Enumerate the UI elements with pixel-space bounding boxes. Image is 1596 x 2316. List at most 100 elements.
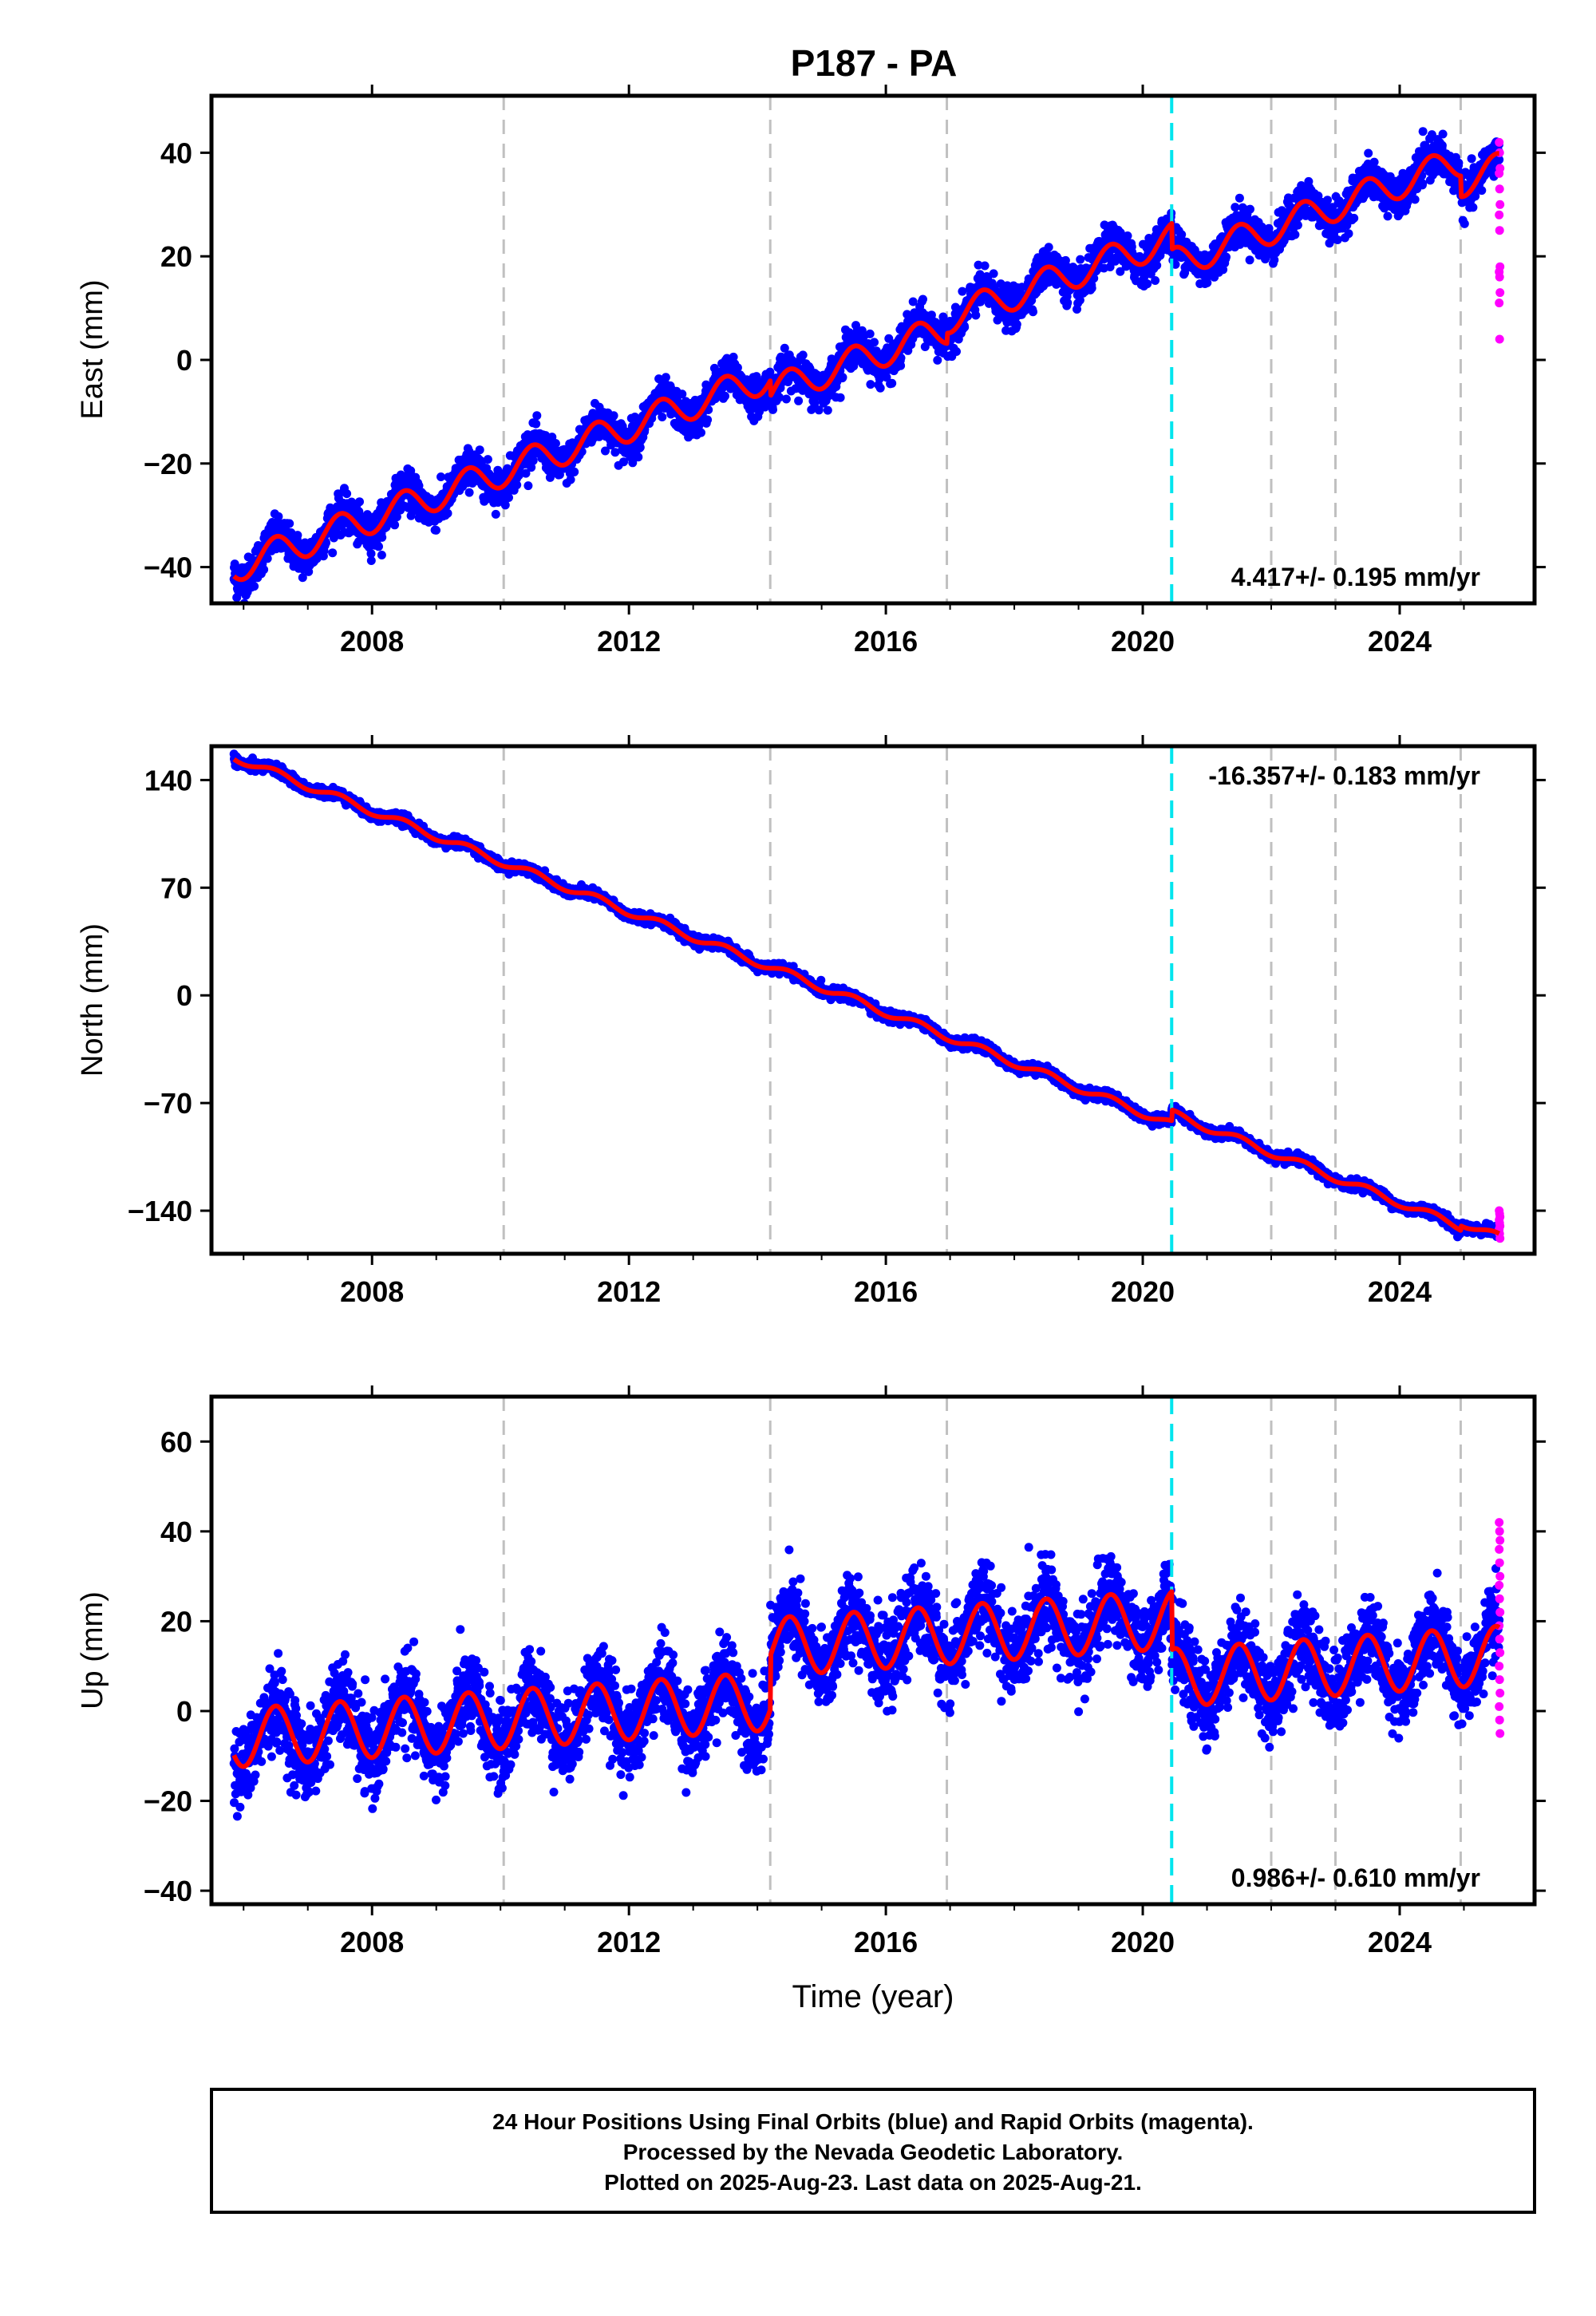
data-point [1460, 219, 1469, 228]
data-point [1012, 319, 1021, 329]
data-point [366, 549, 376, 559]
data-point [918, 294, 927, 304]
data-point [1203, 278, 1212, 287]
rapid-point [1495, 226, 1504, 235]
data-point [566, 475, 575, 484]
data-point [521, 468, 531, 478]
data-point [1123, 231, 1132, 240]
data-point [866, 380, 875, 389]
data-point [1418, 127, 1428, 136]
data-point [1293, 220, 1302, 230]
data-point [1410, 195, 1420, 204]
data-point [1344, 229, 1353, 239]
rapid-point [1495, 334, 1504, 344]
data-point [1364, 148, 1373, 158]
data-point [230, 559, 239, 569]
data-point [1477, 186, 1487, 196]
data-point [1323, 196, 1332, 205]
data-point [661, 373, 670, 382]
data-point [1418, 179, 1428, 188]
data-point [887, 378, 897, 388]
data-point [551, 439, 560, 449]
rapid-point [1495, 298, 1504, 308]
data-point [1290, 230, 1300, 239]
data-point [250, 582, 259, 591]
data-point [1151, 276, 1160, 285]
data-point [527, 463, 536, 472]
data-point [980, 261, 990, 271]
data-point [293, 531, 302, 540]
plot-area-north [229, 746, 1505, 1254]
data-point [342, 489, 352, 499]
y-axis-label: East (mm) [76, 279, 109, 419]
data-point [989, 269, 998, 279]
data-point [1235, 193, 1244, 203]
data-point [1143, 279, 1152, 289]
rapid-point [1495, 210, 1504, 219]
data-point [1349, 213, 1359, 223]
y-tick-label: 20 [160, 240, 192, 273]
data-point [366, 556, 376, 565]
chart-title: P187 - PA [791, 42, 958, 84]
data-point [697, 428, 705, 437]
data-point [528, 456, 538, 465]
y-tick-label: −20 [144, 448, 192, 480]
data-point [1222, 252, 1231, 262]
data-point [515, 469, 524, 479]
y-tick-label: −40 [144, 551, 192, 584]
data-point [443, 508, 452, 518]
data-point [896, 361, 906, 370]
data-point [1231, 203, 1240, 212]
rapid-points-east [1495, 137, 1505, 344]
data-point [328, 548, 338, 558]
data-point [322, 538, 330, 547]
data-point [1333, 235, 1342, 244]
plot-area-east [229, 96, 1505, 603]
data-point [1383, 211, 1393, 221]
data-point [609, 411, 618, 421]
rapid-point [1495, 184, 1504, 194]
data-point [1264, 223, 1274, 233]
data-point [483, 455, 492, 464]
data-point [354, 507, 364, 516]
rate-label: 4.417+/- 0.195 mm/yr [1231, 563, 1480, 591]
data-point [355, 497, 364, 507]
data-point [531, 419, 541, 429]
data-point [1467, 154, 1476, 164]
data-point [1044, 243, 1053, 252]
data-point [768, 405, 777, 414]
data-point [875, 383, 885, 393]
data-point [1438, 129, 1448, 139]
final-points-east [229, 127, 1504, 603]
data-point [274, 512, 283, 521]
y-tick-label: 0 [176, 344, 192, 377]
rapid-point [1495, 137, 1504, 147]
data-point [634, 453, 643, 462]
data-point [838, 373, 847, 382]
data-point [952, 347, 961, 356]
data-point [491, 509, 500, 519]
x-tick-label: 2016 [854, 625, 918, 658]
data-point [475, 445, 484, 455]
data-point [1245, 255, 1254, 265]
data-point [390, 520, 400, 530]
data-point [635, 443, 645, 453]
data-point [971, 310, 981, 320]
data-point [377, 551, 386, 559]
data-point [721, 391, 729, 401]
rapid-point [1495, 168, 1504, 178]
data-point [263, 554, 272, 563]
data-point [1369, 157, 1379, 167]
data-point [504, 493, 513, 502]
data-point [392, 512, 401, 522]
data-point [512, 480, 522, 490]
data-point [1246, 204, 1254, 214]
data-point [409, 506, 419, 516]
data-point [1468, 203, 1478, 212]
data-point [794, 396, 804, 405]
